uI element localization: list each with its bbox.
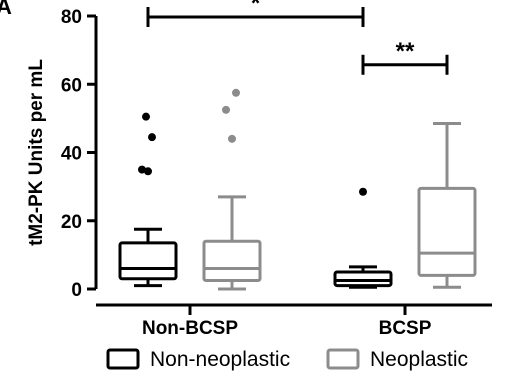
box-non-neoplastic (118, 112, 178, 288)
legend-swatch (326, 348, 360, 370)
outlier-point (232, 88, 240, 97)
box-neoplastic (202, 88, 262, 291)
legend-item: Neoplastic (326, 348, 468, 371)
x-category-label: BCSP (379, 318, 432, 339)
panel-letter: A (0, 0, 12, 19)
box-iqr (118, 241, 178, 281)
outlier-point (144, 167, 152, 176)
y-tick-label: 20 (61, 212, 82, 233)
x-axis: Non-BCSP BCSP (96, 303, 492, 339)
outlier-point (142, 112, 150, 121)
y-tick-label: 0 (71, 280, 82, 301)
outlier-point (138, 165, 146, 174)
significance-bracket: * (146, 0, 365, 27)
legend-label: Non-neoplastic (150, 348, 290, 371)
significance-brackets: *** (146, 0, 449, 75)
box-non-neoplastic (333, 187, 393, 289)
outlier-point (228, 134, 236, 143)
significance-bracket: ** (361, 38, 449, 75)
y-axis: 0 20 40 60 80 (61, 7, 98, 301)
box-iqr (333, 270, 393, 288)
x-category-label: Non-BCSP (142, 318, 238, 339)
legend-label: Neoplastic (370, 348, 468, 371)
y-tick-label: 80 (61, 7, 82, 28)
box-neoplastic (417, 121, 477, 289)
legend-item: Non-neoplastic (106, 348, 290, 371)
box-iqr (202, 239, 262, 282)
y-axis-title: tM2-PK Units per mL (26, 59, 47, 246)
legend-swatch (106, 348, 140, 370)
box-iqr (417, 186, 477, 277)
significance-label: * (251, 0, 261, 17)
legend: Non-neoplastic Neoplastic (106, 348, 468, 371)
outlier-point (148, 133, 156, 142)
significance-label: ** (396, 38, 415, 65)
y-tick-label: 60 (61, 75, 82, 96)
outlier-point (222, 105, 230, 114)
outlier-point (359, 187, 367, 196)
y-tick-label: 40 (61, 144, 82, 165)
box-series-group (118, 88, 477, 291)
